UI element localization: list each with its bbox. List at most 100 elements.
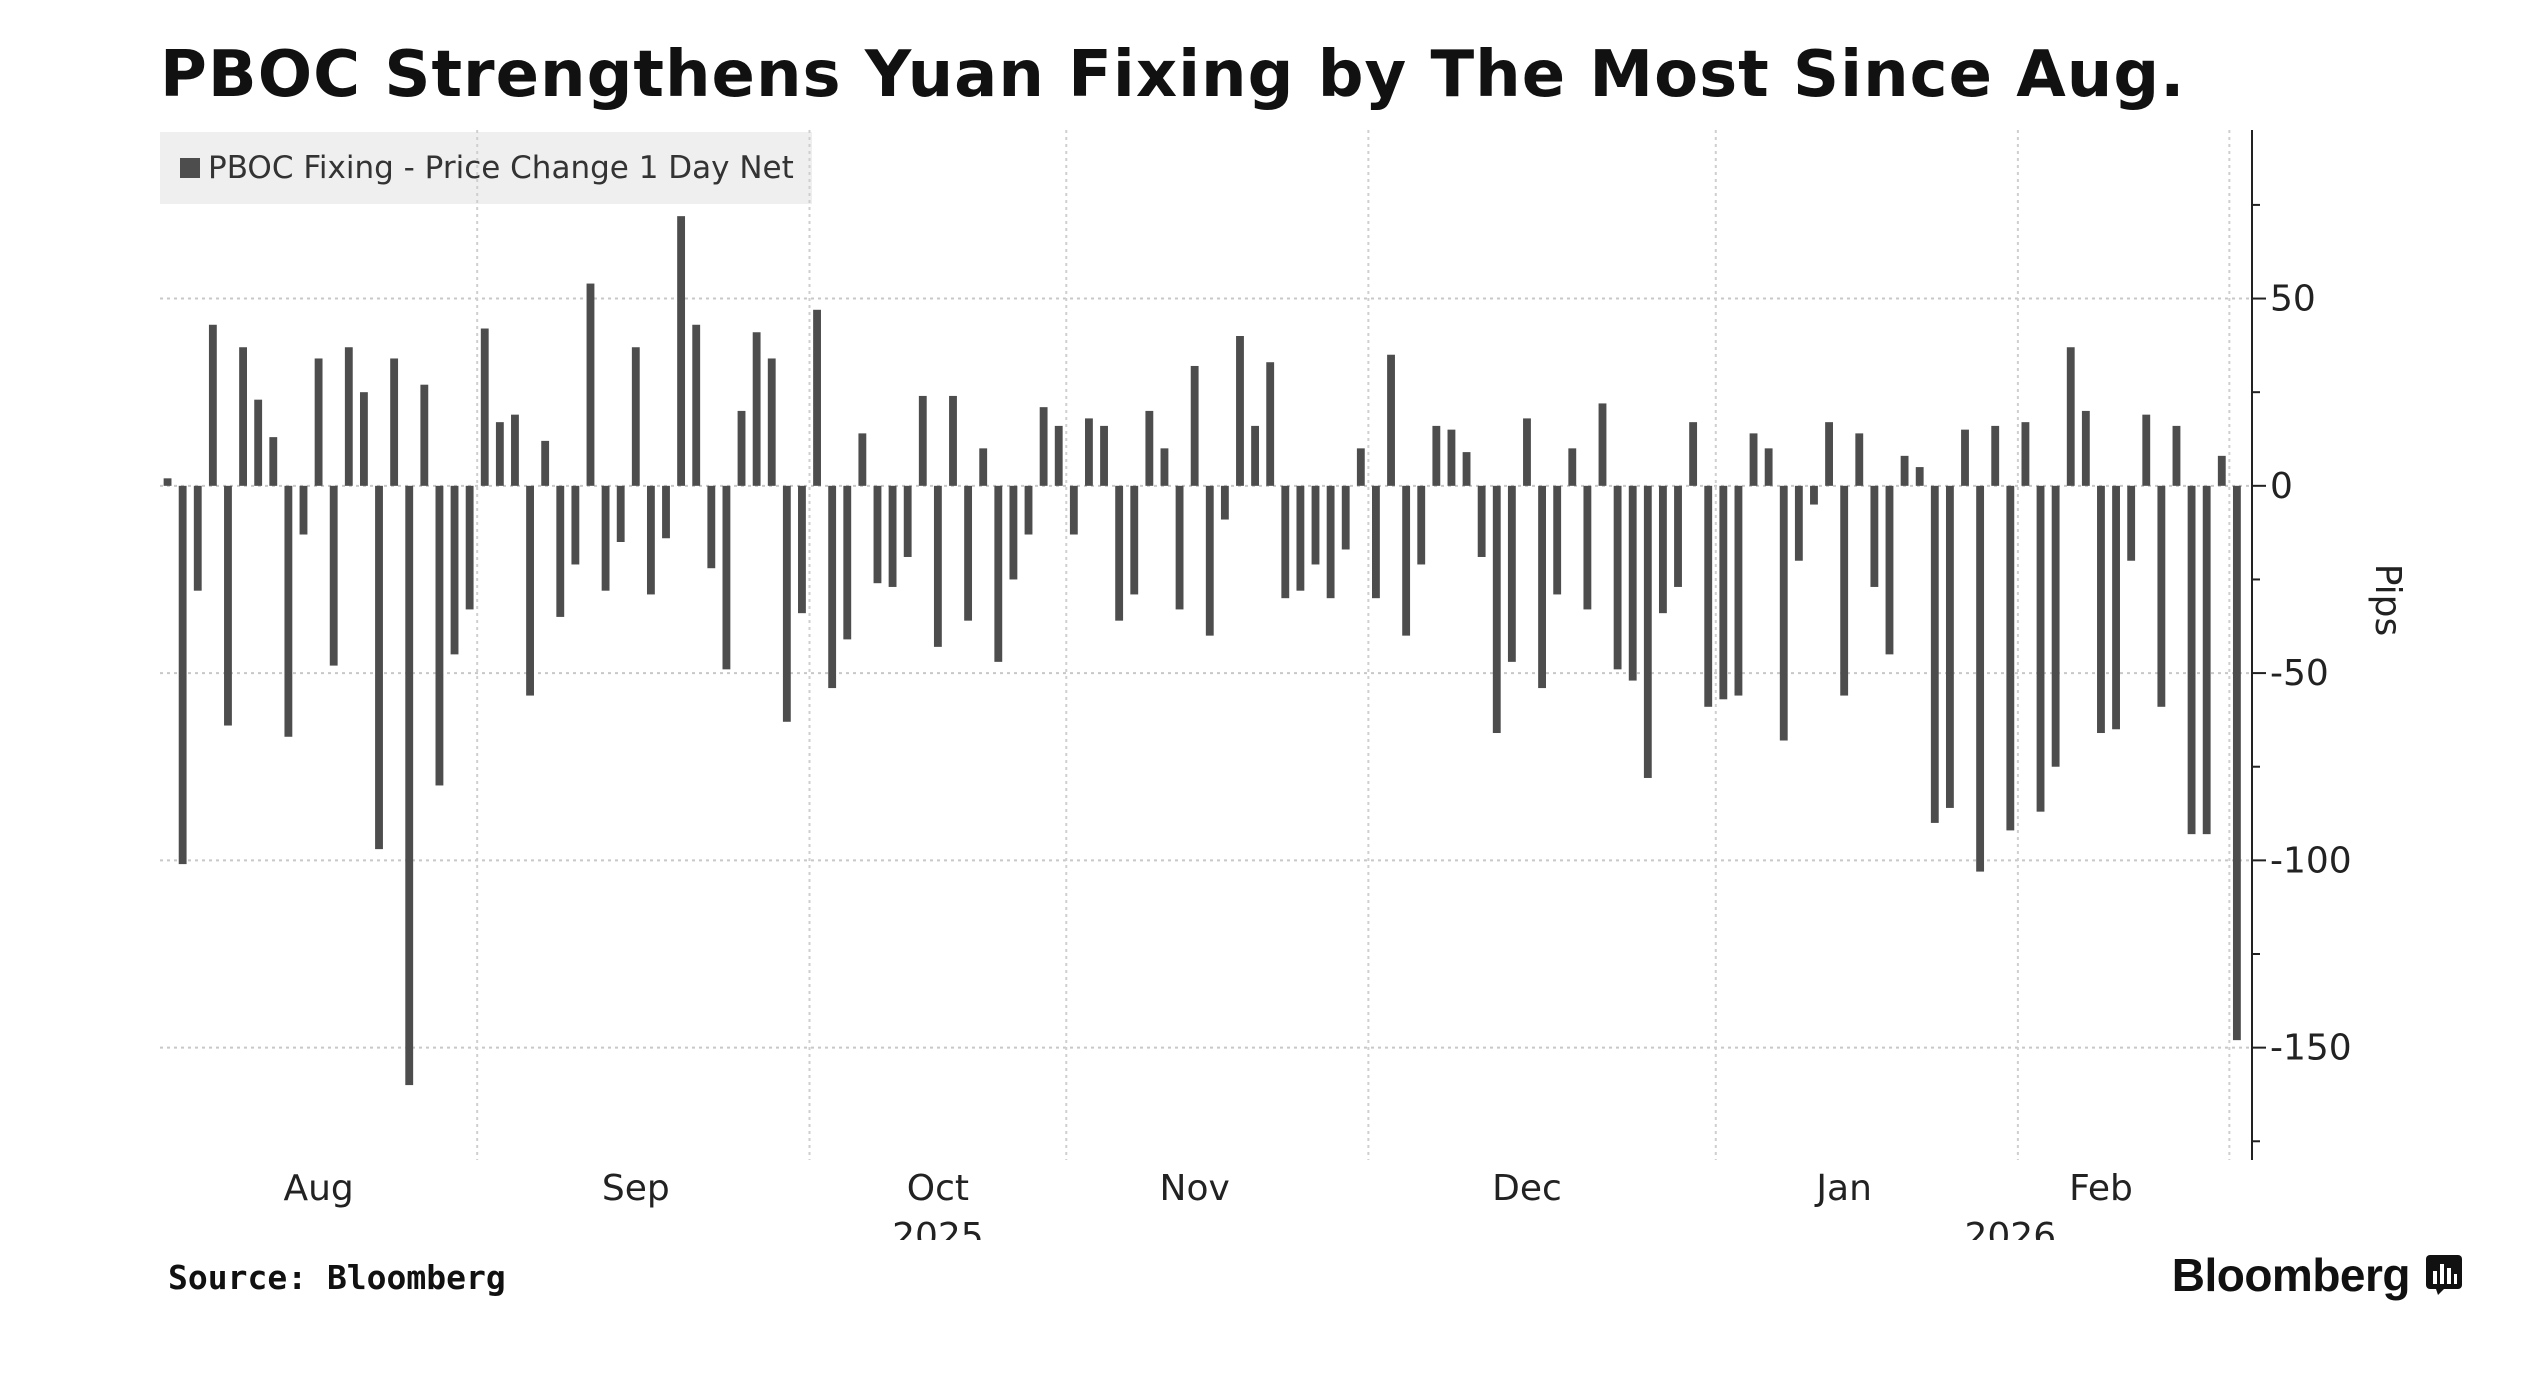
bar <box>1825 422 1833 486</box>
bar <box>1175 485 1184 610</box>
bar <box>964 485 973 621</box>
x-year-label: 2025 <box>892 1216 984 1240</box>
legend-label: PBOC Fixing - Price Change 1 Day Net <box>208 150 794 186</box>
bar <box>1538 485 1546 689</box>
bar <box>949 395 957 486</box>
bar <box>1643 485 1652 778</box>
x-month-label: Dec <box>1492 1168 1562 1209</box>
bar <box>1326 485 1335 599</box>
bar <box>979 448 988 486</box>
bar <box>1492 485 1501 734</box>
bar <box>359 392 368 486</box>
bar <box>2006 485 2015 831</box>
bar <box>2232 485 2241 1041</box>
x-year-label: 2026 <box>1965 1216 2057 1240</box>
bar <box>933 485 942 647</box>
bar <box>1885 485 1894 655</box>
bar <box>1794 485 1803 561</box>
bar <box>224 485 232 726</box>
bar <box>646 485 655 595</box>
bar <box>1251 425 1260 486</box>
bar <box>2202 485 2211 835</box>
grid-layer <box>160 130 2252 1160</box>
bar <box>1764 448 1773 486</box>
labels-layer: 50 0 -50 -100 -150 Pips Aug Sep Oct Nov Dec Jan Feb 2… <box>283 279 2408 1240</box>
bar <box>239 347 247 486</box>
bar <box>495 422 504 486</box>
brand: Bloomberg <box>2172 1248 2462 1302</box>
bar <box>1085 418 1093 486</box>
bar <box>1568 448 1577 486</box>
bar <box>1749 433 1758 486</box>
bar <box>1341 485 1350 550</box>
bar <box>1190 365 1199 486</box>
bar <box>2187 485 2196 835</box>
bar <box>631 347 640 486</box>
bar <box>1719 485 1728 700</box>
bar <box>435 485 444 786</box>
bar <box>1553 485 1562 595</box>
source-note: Source: Bloomberg <box>168 1258 506 1297</box>
bar <box>1447 429 1456 486</box>
bar <box>1462 452 1471 486</box>
y-axis-label: Pips <box>2367 564 2408 637</box>
bar <box>1870 485 1879 587</box>
bar <box>1039 407 1048 486</box>
bar <box>193 485 202 591</box>
x-month-label: Aug <box>283 1168 353 1209</box>
bar <box>798 485 806 614</box>
bar <box>2112 485 2120 730</box>
bar <box>1598 403 1607 486</box>
bar <box>556 485 565 617</box>
bar <box>767 358 776 486</box>
bar <box>752 332 761 486</box>
bar <box>813 309 821 486</box>
brand-wordmark: Bloomberg <box>2171 1249 2411 1301</box>
bar <box>1024 485 1033 535</box>
bar <box>858 433 867 486</box>
bloomberg-logo-icon <box>2426 1255 2462 1295</box>
bar <box>299 485 308 535</box>
bar <box>1417 485 1426 565</box>
bar <box>208 324 217 486</box>
bar <box>873 485 882 584</box>
bar <box>2127 485 2136 561</box>
bar <box>888 485 897 587</box>
bar <box>1810 485 1818 505</box>
y-tick-label: -150 <box>2270 1028 2352 1069</box>
bar <box>1160 448 1169 486</box>
bar <box>1991 425 2000 486</box>
bar <box>692 324 701 486</box>
bar <box>2097 485 2105 734</box>
bar <box>1145 410 1154 486</box>
bar <box>707 485 716 569</box>
bar <box>375 485 383 850</box>
bar <box>314 358 323 486</box>
bar <box>1523 418 1531 486</box>
bar <box>1930 485 1939 823</box>
bar <box>2142 414 2151 486</box>
bar <box>828 485 837 689</box>
bar <box>329 485 338 666</box>
bar <box>269 437 278 486</box>
bar <box>465 485 474 610</box>
bar <box>526 485 534 696</box>
bar <box>1507 485 1516 662</box>
bar <box>903 485 912 557</box>
bar <box>571 485 580 565</box>
x-month-label: Nov <box>1160 1168 1230 1209</box>
bar <box>662 485 670 539</box>
bar <box>1266 362 1275 486</box>
bar <box>1296 485 1305 591</box>
bar <box>1205 485 1214 636</box>
bar <box>1009 485 1018 580</box>
bar <box>405 485 414 1086</box>
axis-layer <box>2251 130 2266 1160</box>
bar <box>178 485 187 865</box>
bar <box>1236 336 1244 486</box>
bar <box>1779 485 1788 741</box>
bar <box>541 440 550 486</box>
x-month-label: Jan <box>1814 1168 1872 1209</box>
bar <box>586 283 595 486</box>
bar <box>1477 485 1486 557</box>
